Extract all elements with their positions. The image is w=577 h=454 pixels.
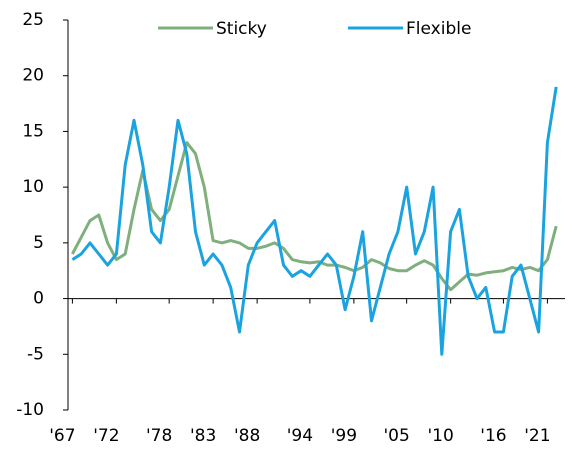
y-tick-label: 0 — [33, 289, 44, 309]
series-line — [71, 141, 558, 292]
x-tick-label: '78 — [146, 426, 172, 446]
series-line — [71, 86, 558, 356]
legend-label: Sticky — [216, 19, 267, 39]
y-tick-label: -5 — [27, 344, 44, 364]
y-tick-label: 5 — [33, 233, 44, 253]
x-tick-label: '99 — [331, 426, 357, 446]
x-tick-label: '72 — [93, 426, 119, 446]
y-tick-label: 25 — [22, 10, 44, 30]
legend-label: Flexible — [406, 19, 471, 39]
y-tick-label: 15 — [22, 121, 44, 141]
y-tick-label: -10 — [16, 400, 44, 420]
y-tick-label: 10 — [22, 177, 44, 197]
x-tick-label: '94 — [287, 426, 313, 446]
x-tick-label: '21 — [524, 426, 550, 446]
x-tick-label: '67 — [49, 426, 75, 446]
x-tick-label: '83 — [190, 426, 216, 446]
x-tick-label: '16 — [480, 426, 506, 446]
x-tick-label: '88 — [234, 426, 260, 446]
x-tick-label: '05 — [384, 426, 410, 446]
x-tick-label: '10 — [427, 426, 453, 446]
y-tick-label: 20 — [22, 66, 44, 86]
